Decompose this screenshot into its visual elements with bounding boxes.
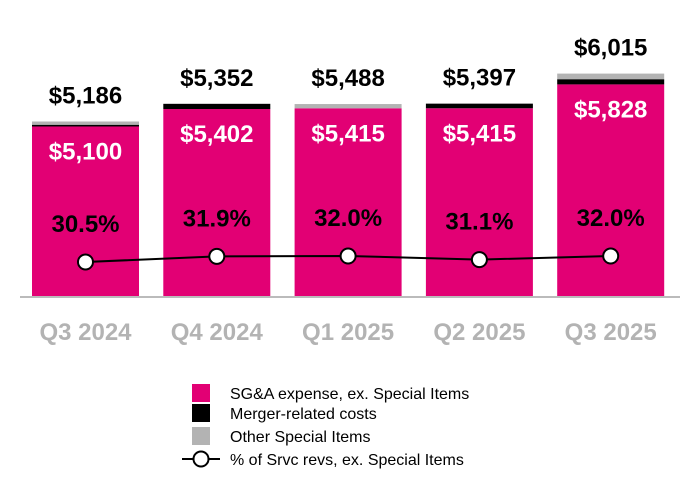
legend-label: Merger-related costs — [230, 406, 377, 423]
x-tick-label: Q4 2024 — [171, 319, 264, 346]
bar-value-label: $5,415 — [443, 120, 516, 147]
bar-segment — [163, 103, 271, 110]
bar-value-label: $5,415 — [311, 120, 384, 147]
percent-label: 32.0% — [314, 205, 382, 232]
percent-point — [339, 247, 357, 265]
percent-label: 31.9% — [183, 205, 251, 232]
percent-point — [77, 253, 94, 271]
total-label: $5,488 — [311, 65, 384, 92]
bar-segment — [294, 108, 402, 298]
legend-swatch — [192, 384, 210, 402]
total-label: $5,397 — [443, 65, 516, 92]
total-label: $6,015 — [574, 35, 647, 62]
bar-segment — [425, 103, 533, 109]
x-tick-label: Q1 2025 — [302, 319, 394, 346]
bar-segment — [557, 73, 665, 80]
percent-point — [208, 247, 226, 265]
x-tick-label: Q3 2024 — [39, 319, 132, 346]
bar-segment — [163, 109, 271, 297]
x-tick-label: Q2 2025 — [433, 319, 525, 346]
percent-label: 31.1% — [445, 209, 513, 236]
bar-segment — [557, 79, 665, 85]
bar-segment — [294, 104, 402, 109]
percent-point — [602, 247, 620, 265]
bar-value-label: $5,100 — [49, 138, 122, 165]
legend-label: SG&A expense, ex. Special Items — [230, 386, 469, 403]
legend-circle-marker — [192, 450, 210, 468]
total-label: $5,186 — [49, 83, 122, 110]
legend-label: Other Special Items — [230, 429, 371, 446]
percent-point — [470, 251, 488, 269]
bar-value-label: $5,402 — [180, 121, 253, 148]
bar-value-label: $5,828 — [574, 96, 647, 123]
x-tick-label: Q3 2025 — [565, 319, 657, 346]
legend-swatch — [192, 404, 210, 422]
percent-label: 30.5% — [51, 211, 119, 238]
bar-segment — [32, 124, 139, 127]
legend-label: % of Srvc revs, ex. Special Items — [230, 452, 464, 469]
legend-swatch — [192, 427, 210, 445]
percent-label: 32.0% — [577, 205, 645, 232]
bar-segment — [32, 121, 139, 125]
total-label: $5,352 — [180, 65, 253, 92]
